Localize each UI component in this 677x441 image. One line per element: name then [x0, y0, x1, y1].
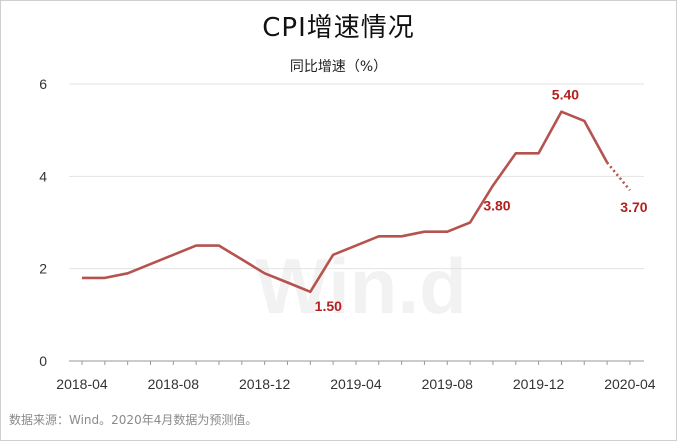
- x-tick-label: 2018-04: [56, 376, 108, 392]
- x-tick-label: 2020-04: [604, 376, 656, 392]
- x-tick-label: 2019-04: [330, 376, 382, 392]
- x-tick-label: 2018-12: [239, 376, 291, 392]
- series-line: [82, 110, 609, 294]
- y-tick-label: 4: [39, 168, 47, 184]
- x-tick-label: 2019-08: [422, 376, 474, 392]
- forecast-line: [606, 161, 631, 192]
- data-label: 3.80: [483, 198, 510, 214]
- source-note: 数据来源：Wind。2020年4月数据为预测值。: [9, 413, 258, 427]
- data-label: 5.40: [552, 87, 579, 103]
- y-tick-label: 6: [39, 76, 47, 92]
- y-tick-label: 0: [39, 353, 47, 369]
- watermark: Win.d: [255, 242, 467, 330]
- y-tick-label: 2: [39, 261, 47, 277]
- chart-subtitle: 同比增速（%）: [289, 59, 388, 75]
- x-tick-label: 2018-08: [148, 376, 200, 392]
- data-label: 1.50: [315, 298, 342, 314]
- x-tick-label: 2019-12: [513, 376, 565, 392]
- data-label: 3.70: [620, 199, 647, 215]
- chart-title: CPI增速情况: [262, 13, 415, 43]
